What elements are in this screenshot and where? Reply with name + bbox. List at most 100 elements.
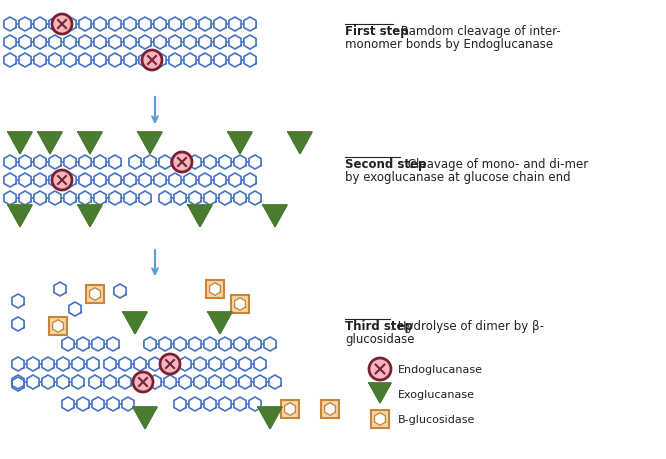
Polygon shape [77,337,89,351]
Polygon shape [34,191,46,206]
Polygon shape [64,174,76,188]
Polygon shape [189,191,201,206]
Polygon shape [204,191,216,206]
Polygon shape [174,397,186,411]
Polygon shape [164,375,176,389]
Polygon shape [154,174,166,188]
Polygon shape [374,413,386,425]
Polygon shape [123,312,147,334]
Polygon shape [124,174,136,188]
Polygon shape [72,375,84,389]
Polygon shape [138,133,162,154]
Polygon shape [214,174,226,188]
Polygon shape [64,18,76,32]
Polygon shape [234,397,246,411]
Polygon shape [154,36,166,50]
Polygon shape [194,375,206,389]
Polygon shape [49,54,61,68]
Polygon shape [244,36,256,50]
Polygon shape [174,156,186,170]
Polygon shape [34,18,46,32]
Polygon shape [12,294,24,308]
Polygon shape [94,174,106,188]
Text: Third step: Third step [345,319,413,332]
Polygon shape [109,191,121,206]
Polygon shape [134,357,146,371]
Polygon shape [234,298,246,311]
Polygon shape [139,174,151,188]
Polygon shape [92,337,104,351]
Polygon shape [169,36,181,50]
Polygon shape [94,54,106,68]
Polygon shape [27,357,39,371]
Polygon shape [64,36,76,50]
Polygon shape [184,174,196,188]
Polygon shape [79,191,91,206]
Polygon shape [234,337,246,351]
Polygon shape [122,397,134,411]
Polygon shape [42,375,54,389]
Polygon shape [34,156,46,170]
Polygon shape [214,36,226,50]
Polygon shape [12,317,24,331]
Text: Second step: Second step [345,157,426,171]
Polygon shape [234,191,246,206]
Polygon shape [78,133,102,154]
Text: : Ramdom cleavage of inter-: : Ramdom cleavage of inter- [393,25,561,38]
Polygon shape [149,375,161,389]
Polygon shape [149,357,161,371]
Polygon shape [109,18,121,32]
Polygon shape [214,54,226,68]
Text: : Hydrolyse of dimer by β-: : Hydrolyse of dimer by β- [390,319,544,332]
Polygon shape [124,18,136,32]
Polygon shape [62,397,74,411]
Polygon shape [77,397,89,411]
Polygon shape [124,36,136,50]
Polygon shape [184,54,196,68]
Polygon shape [124,54,136,68]
Polygon shape [79,174,91,188]
Polygon shape [49,174,61,188]
Polygon shape [89,288,101,301]
Polygon shape [79,18,91,32]
Polygon shape [72,357,84,371]
Polygon shape [62,337,74,351]
Polygon shape [12,375,24,389]
Polygon shape [239,357,251,371]
Polygon shape [179,357,191,371]
Polygon shape [219,397,231,411]
Polygon shape [12,377,24,391]
Polygon shape [269,375,281,389]
Polygon shape [94,156,106,170]
Text: Endoglucanase: Endoglucanase [398,364,483,374]
Polygon shape [119,375,131,389]
Polygon shape [229,18,241,32]
Polygon shape [244,174,256,188]
Circle shape [369,358,391,380]
Polygon shape [109,36,121,50]
Polygon shape [179,375,191,389]
Polygon shape [204,337,216,351]
Polygon shape [57,357,69,371]
Polygon shape [199,174,211,188]
Polygon shape [189,397,201,411]
Polygon shape [369,383,391,403]
Polygon shape [159,337,171,351]
Polygon shape [324,403,336,415]
Polygon shape [104,357,116,371]
Polygon shape [169,18,181,32]
Text: Exoglucanase: Exoglucanase [398,389,475,399]
Polygon shape [87,357,99,371]
Polygon shape [64,156,76,170]
Polygon shape [53,320,63,333]
Polygon shape [184,36,196,50]
Polygon shape [234,156,246,170]
Polygon shape [154,54,166,68]
Polygon shape [249,397,261,411]
Polygon shape [109,156,121,170]
Circle shape [133,372,153,392]
Polygon shape [288,133,312,154]
Polygon shape [49,156,61,170]
Polygon shape [209,357,221,371]
Polygon shape [49,18,61,32]
